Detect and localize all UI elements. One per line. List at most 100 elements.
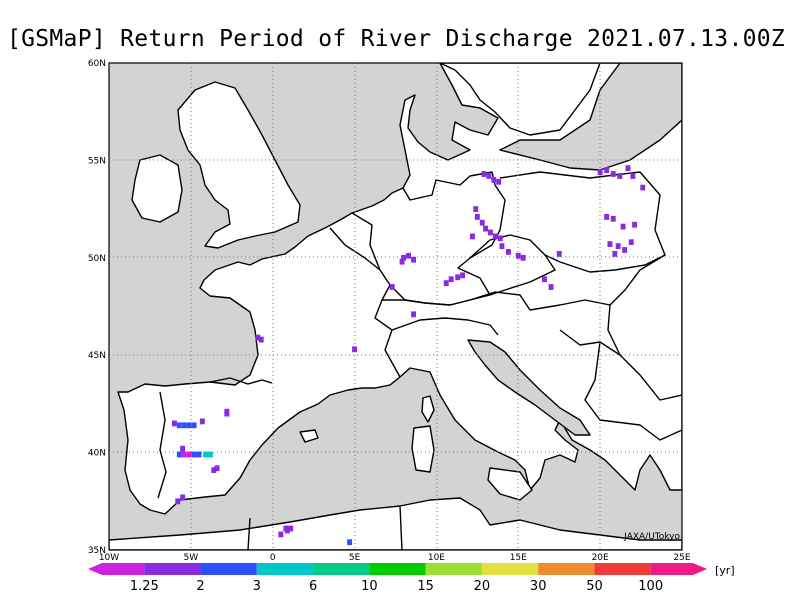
- data-cell: [352, 346, 357, 353]
- data-cell: [180, 445, 186, 452]
- data-cell: [199, 418, 205, 425]
- data-cell: [542, 276, 547, 283]
- data-cell: [612, 251, 618, 257]
- colorbar-label: 3: [253, 579, 261, 594]
- data-cell: [632, 221, 637, 228]
- data-cell: [470, 233, 475, 240]
- north-africa: [109, 497, 682, 550]
- data-cell: [443, 280, 449, 286]
- data-cell: [620, 223, 626, 230]
- data-cell: [622, 247, 628, 253]
- lat-tick-label: 55N: [88, 156, 106, 166]
- data-cell: [628, 239, 634, 246]
- data-cell: [186, 422, 192, 429]
- colorbar-swatch: [538, 563, 595, 575]
- lon-tick-label: 10W: [99, 553, 119, 563]
- data-cell: [617, 173, 623, 179]
- colorbar: 1.25 2 3 6 10 15 20 30 50 100 [yr]: [88, 563, 735, 594]
- adriatic-sea: [467, 339, 591, 436]
- data-cell: [196, 451, 202, 458]
- colorbar-label: 15: [417, 579, 434, 594]
- data-cell: [389, 284, 395, 290]
- border-italy-north: [391, 317, 499, 336]
- colorbar-label: 2: [196, 579, 204, 594]
- data-cell: [278, 531, 284, 538]
- data-cell: [597, 169, 603, 175]
- lat-tick-labels: 35N 40N 45N 50N 55N 60N: [88, 59, 106, 556]
- data-cell: [506, 249, 511, 255]
- land-layer: [109, 63, 682, 550]
- colorbar-unit: [yr]: [715, 564, 735, 577]
- data-cell: [607, 241, 613, 247]
- credit-text: JAXA/UTokyo: [623, 532, 680, 542]
- data-cell: [496, 178, 502, 185]
- colorbar-swatch: [88, 563, 145, 575]
- data-cell: [181, 451, 187, 458]
- data-cell: [492, 233, 498, 240]
- data-cell: [258, 336, 264, 343]
- colorbar-label: 30: [530, 579, 547, 594]
- colorbar-swatch: [594, 563, 651, 575]
- colorbar-swatch: [369, 563, 426, 575]
- data-cell: [630, 173, 636, 179]
- data-cells: [172, 165, 646, 546]
- lon-tick-label: 10E: [428, 553, 445, 563]
- data-cell: [176, 422, 182, 429]
- lon-tick-label: 20E: [592, 553, 609, 563]
- border-poland: [499, 171, 666, 273]
- data-cell: [474, 214, 480, 220]
- colorbar-label: 6: [309, 579, 317, 594]
- data-cell: [548, 284, 554, 290]
- colorbar-swatch: [256, 563, 314, 575]
- lon-tick-label: 0: [270, 553, 276, 563]
- baltic-sea: [499, 63, 682, 171]
- data-cell: [411, 256, 416, 263]
- sardinia: [411, 425, 435, 473]
- data-cell: [491, 177, 497, 183]
- lat-tick-label: 35N: [88, 546, 106, 556]
- data-cell: [460, 272, 466, 279]
- data-cell: [172, 420, 177, 427]
- data-cell: [214, 465, 220, 472]
- data-cell: [411, 311, 416, 318]
- border-balkans: [529, 254, 682, 441]
- colorbar-label: 1.25: [130, 579, 159, 594]
- lon-tick-label: 25E: [673, 553, 690, 563]
- colorbar-swatch: [313, 563, 370, 575]
- lon-tick-label: 5W: [184, 553, 199, 563]
- colorbar-swatch: [425, 563, 482, 575]
- data-cell: [610, 171, 616, 177]
- lon-tick-labels: 10W 5W 0 5E 10E 15E 20E 25E: [99, 553, 691, 563]
- data-cell: [625, 165, 631, 172]
- lat-tick-label: 40N: [88, 449, 106, 459]
- border-portugal: [157, 391, 167, 499]
- ireland: [131, 154, 183, 223]
- scandinavia: [439, 63, 601, 136]
- data-cell: [347, 539, 353, 546]
- colorbar-swatch: [481, 563, 539, 575]
- data-cell: [483, 225, 488, 232]
- data-cell: [180, 494, 186, 501]
- data-cell: [224, 410, 230, 417]
- colorbar-label: 20: [474, 579, 491, 594]
- border-swiss-austria: [382, 291, 531, 311]
- lat-tick-label: 50N: [88, 254, 106, 264]
- data-cell: [285, 527, 290, 534]
- data-cell: [175, 498, 181, 505]
- data-cell: [473, 206, 479, 212]
- data-cell: [191, 422, 197, 429]
- map-title: [GSMaP] Return Period of River Discharge…: [6, 26, 786, 52]
- data-cell: [448, 276, 454, 283]
- data-cell: [604, 167, 610, 173]
- data-cell: [181, 422, 187, 429]
- data-cell: [640, 184, 646, 191]
- colorbar-swatch: [200, 563, 257, 575]
- data-cell: [499, 243, 505, 249]
- data-cell: [488, 229, 493, 236]
- data-cell: [604, 214, 610, 220]
- great-britain: [177, 81, 301, 249]
- sicily: [487, 467, 533, 501]
- balearic-islands: [299, 429, 319, 443]
- border-north-africa: [247, 505, 403, 550]
